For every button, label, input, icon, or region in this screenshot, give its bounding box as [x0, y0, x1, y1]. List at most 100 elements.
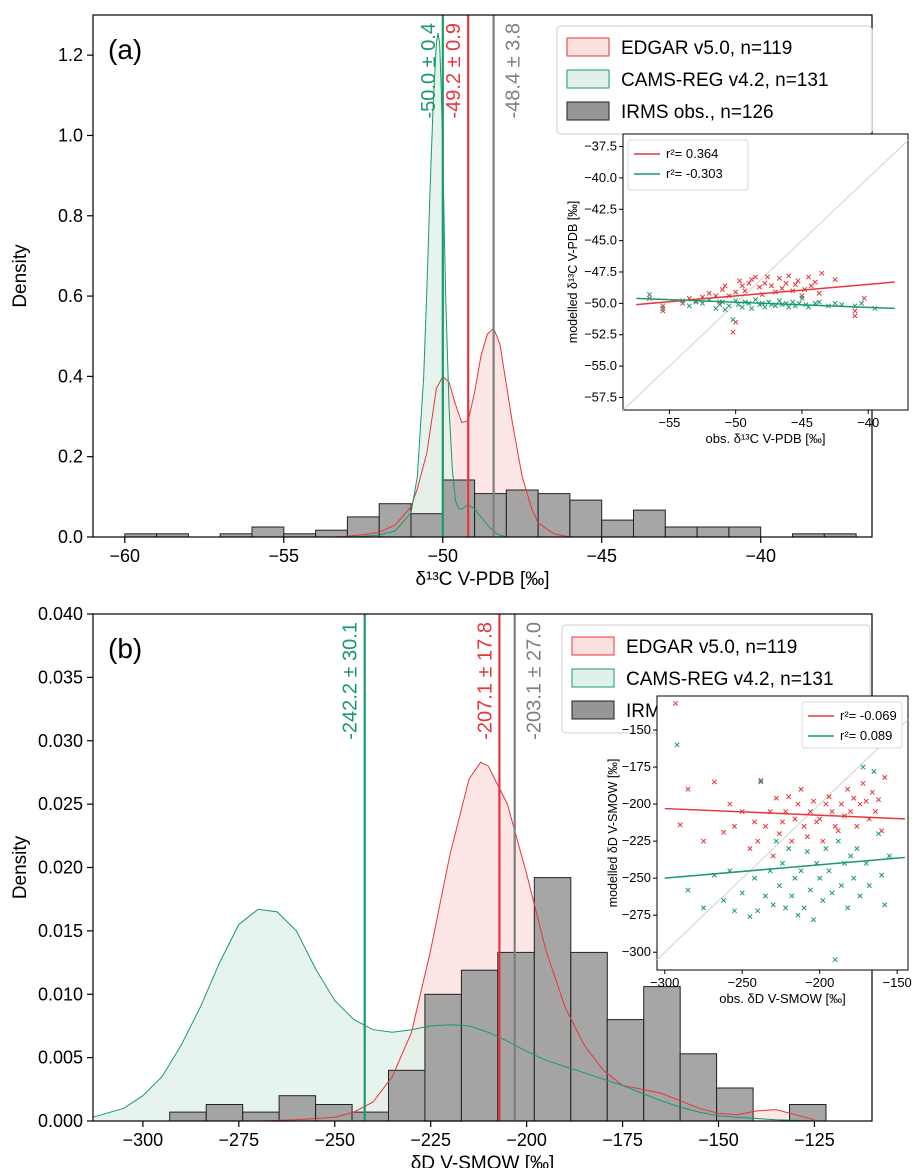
- histogram-bar: [251, 526, 285, 538]
- histogram-bar: [242, 1111, 280, 1122]
- mean-label-1: -49.2 ± 0.9: [443, 23, 465, 118]
- inset-point-edgar: [857, 801, 863, 807]
- y-tick-label: 0.000: [38, 1111, 83, 1131]
- inset-point-edgar: [773, 795, 779, 801]
- inset-x-axis-label: obs. δD V-SMOW [‰]: [719, 991, 845, 1006]
- inset-point-cams: [886, 853, 892, 859]
- inset-point-cams: [829, 890, 835, 896]
- inset-point-cams: [755, 908, 761, 914]
- y-tick-label: 0.8: [58, 206, 83, 226]
- inset-point-edgar: [876, 797, 882, 803]
- inset-point-cams: [713, 305, 719, 311]
- inset-point-edgar: [789, 838, 795, 844]
- inset-fit-cams: [664, 856, 905, 879]
- inset-point-edgar: [819, 270, 825, 276]
- inset-point-cams: [747, 914, 753, 920]
- histogram-bar: [533, 877, 572, 1122]
- inset-point-edgar: [806, 274, 812, 280]
- inset-x-tick-label: −300: [650, 975, 679, 990]
- inset-point-cams: [860, 764, 866, 770]
- inset-point-edgar: [826, 794, 832, 800]
- x-axis-label: δD V-SMOW [‰]: [411, 1153, 555, 1168]
- histogram-bar: [410, 513, 444, 538]
- inset-point-edgar: [762, 280, 768, 286]
- x-tick-label: −200: [506, 1130, 547, 1150]
- inset-point-cams: [685, 887, 691, 893]
- y-tick-label: 1.2: [58, 45, 83, 65]
- inset-point-cams: [798, 868, 804, 874]
- inset-point-edgar: [746, 280, 752, 286]
- inset-point-edgar: [835, 828, 841, 834]
- inset-point-cams: [749, 305, 755, 311]
- inset-point-cams: [854, 845, 860, 852]
- mean-label-0: -242.2 ± 30.1: [340, 622, 362, 740]
- inset-fit-edgar: [664, 807, 905, 820]
- inset-y-tick-label: −47.5: [584, 264, 617, 279]
- y-tick-label: 0.4: [58, 366, 83, 386]
- inset-legend-entry: r²= -0.303: [666, 166, 723, 181]
- inset-point-edgar: [779, 819, 786, 825]
- inset-point-cams: [722, 307, 728, 313]
- inset-point-cams: [739, 304, 745, 310]
- inset-point-cams: [770, 902, 776, 908]
- histogram-bar: [378, 503, 412, 538]
- inset-point-edgar: [711, 779, 717, 785]
- inset-point-cams: [646, 292, 653, 298]
- inset-point-edgar: [749, 276, 755, 283]
- inset-point-edgar: [739, 283, 745, 289]
- inset-point-cams: [792, 875, 798, 881]
- inset-y-tick-label: −275: [622, 907, 651, 922]
- inset-point-edgar: [845, 786, 851, 792]
- inset-point-edgar: [829, 808, 835, 815]
- inset-point-edgar: [838, 801, 844, 807]
- inset-y-tick-label: −175: [622, 759, 651, 774]
- inset-point-cams: [731, 908, 738, 914]
- inset-y-tick-label: −300: [622, 944, 651, 959]
- histogram-bar: [570, 951, 608, 1122]
- histogram-bar: [169, 1111, 207, 1122]
- inset-point-edgar: [792, 816, 798, 822]
- inset-point-edgar: [722, 283, 728, 289]
- inset-point-cams: [879, 872, 885, 878]
- inset-point-edgar: [755, 838, 761, 844]
- inset-point-edgar: [812, 279, 818, 285]
- x-tick-label: −55: [269, 546, 300, 566]
- inset-point-edgar: [861, 295, 867, 301]
- inset-point-edgar: [779, 285, 785, 291]
- y-tick-label: 0.040: [38, 604, 83, 624]
- inset-point-edgar: [756, 284, 763, 290]
- inset-fit-edgar: [636, 281, 895, 306]
- inset-point-edgar: [673, 700, 679, 706]
- inset-point-edgar: [804, 834, 810, 840]
- legend-swatch: [571, 668, 615, 688]
- inset-point-edgar: [764, 274, 771, 280]
- inset-x-tick-label: −200: [805, 975, 834, 990]
- inset-legend-entry: r²= 0.089: [840, 728, 892, 743]
- inset-y-tick-label: −45.0: [584, 233, 617, 248]
- y-tick-label: 0.6: [58, 286, 83, 306]
- legend-entry: CAMS-REG v4.2, n=131: [626, 669, 834, 690]
- y-tick-label: 0.005: [38, 1048, 83, 1068]
- inset-point-cams: [807, 887, 813, 893]
- legend-swatch: [566, 69, 610, 89]
- inset-point-cams: [816, 299, 822, 305]
- inset-point-edgar: [807, 808, 813, 815]
- inset-point-edgar: [731, 823, 738, 829]
- histogram-bar: [351, 1111, 389, 1122]
- inset-point-cams: [776, 883, 782, 889]
- inset-point-edgar: [742, 288, 748, 294]
- kde-line-cams: [92, 908, 834, 1122]
- inset-point-cams: [758, 779, 764, 785]
- inset-point-edgar: [700, 838, 707, 844]
- inset-point-cams: [773, 838, 779, 844]
- inset-point-edgar: [852, 308, 858, 314]
- inset-point-edgar: [808, 283, 814, 289]
- inset-x-tick-label: −40: [857, 415, 879, 430]
- inset-point-edgar: [854, 823, 860, 829]
- histogram-bar: [601, 519, 635, 538]
- inset-y-axis-label: modelled δ¹³C V-PDB [‰]: [566, 201, 580, 343]
- y-tick-label: 0.030: [38, 731, 83, 751]
- inset-point-cams: [799, 295, 805, 301]
- inset-point-edgar: [737, 278, 743, 284]
